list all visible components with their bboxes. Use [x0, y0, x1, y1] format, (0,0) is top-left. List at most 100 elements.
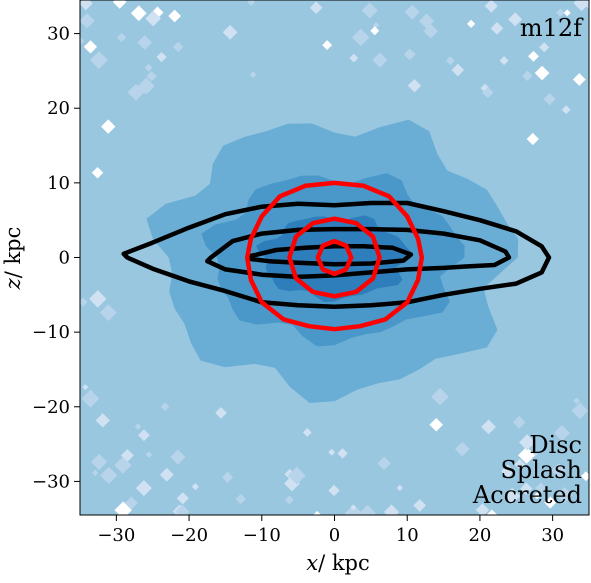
density-speckle: [90, 453, 108, 470]
density-speckle: [520, 482, 533, 495]
density-speckle: [514, 459, 526, 470]
x-tick-label: −10: [243, 525, 281, 546]
density-speckle: [302, 428, 312, 437]
contour-disc-inner: [248, 244, 414, 267]
density-speckle: [573, 397, 580, 405]
density-speckle: [145, 10, 161, 27]
density-speckle: [337, 448, 348, 459]
density-speckle: [361, 2, 378, 19]
density-speckle: [556, 486, 573, 504]
density-speckle: [349, 53, 359, 63]
contour-splash-middle: [287, 216, 382, 299]
y-tick-label: −30: [32, 471, 70, 492]
density-speckle: [222, 24, 238, 40]
density-speckle: [551, 463, 567, 478]
density-speckle: [431, 387, 449, 406]
density-speckle: [287, 466, 306, 485]
density-speckle: [499, 56, 509, 66]
density-speckle: [508, 12, 523, 27]
y-tick-label: 0: [59, 248, 70, 269]
density-speckle: [580, 471, 589, 482]
density-speckle: [235, 493, 246, 505]
contour-splash-outer: [244, 180, 425, 332]
contour-disc-middle: [205, 226, 512, 280]
density-speckle: [137, 35, 153, 50]
contour-disc-outer: [121, 200, 552, 310]
density-speckle: [322, 40, 333, 51]
density-speckle: [112, 0, 127, 9]
x-tick-label: −20: [170, 525, 208, 546]
density-speckle: [249, 71, 257, 78]
density-speckle: [170, 449, 186, 465]
panel-label: m12f: [520, 14, 584, 42]
density-speckle: [82, 384, 89, 391]
density-speckle: [352, 28, 370, 47]
density-speckle: [407, 79, 422, 93]
x-axis-label: x/ kpc: [306, 551, 370, 575]
density-speckle: [134, 423, 142, 430]
density-speckle: [518, 446, 536, 464]
legend: Disc Splash Accreted: [472, 431, 582, 509]
density-speckle: [358, 504, 376, 515]
y-tick-label: 10: [47, 173, 70, 194]
density-speckle: [403, 48, 416, 61]
x-tick-label: 20: [468, 525, 491, 546]
y-tick-label: 30: [47, 24, 70, 45]
density-speckle: [404, 4, 420, 20]
density-speckle: [91, 469, 99, 477]
density-speckle: [419, 13, 435, 29]
density-speckle: [284, 495, 294, 505]
density-speckle: [535, 482, 547, 494]
density-speckle: [572, 73, 586, 86]
density-speckle: [247, 0, 256, 6]
density-speckle: [544, 496, 557, 509]
density-speckle: [173, 41, 184, 53]
density-speckle: [516, 418, 525, 427]
density-speckle: [328, 448, 336, 456]
density-speckle: [95, 413, 110, 428]
density-speckle: [89, 290, 107, 308]
density-speckle: [176, 492, 189, 505]
density-speckle: [475, 503, 490, 515]
density-speckle: [372, 52, 388, 68]
density-speckle: [553, 425, 571, 442]
density-speckle: [583, 0, 589, 9]
density-speckle: [482, 86, 494, 99]
density-speckle: [215, 407, 227, 419]
y-axis-label: z/ kpc: [1, 227, 25, 291]
density-speckle: [571, 402, 589, 420]
density-speckle: [80, 36, 85, 46]
density-speckle: [130, 5, 147, 22]
density-speckle: [501, 464, 515, 478]
x-tick-label: −30: [97, 525, 135, 546]
density-speckle: [91, 167, 104, 179]
density-speckle: [156, 51, 167, 63]
density-speckle: [100, 466, 118, 485]
y-tick-label: −10: [32, 322, 70, 343]
density-speckle: [309, 1, 323, 15]
density-speckle: [490, 22, 504, 35]
density-speckle: [116, 32, 127, 43]
density-speckle: [383, 504, 400, 515]
density-speckle: [526, 132, 539, 146]
density-speckle: [556, 8, 565, 17]
legend-entry-accreted: Accreted: [472, 481, 582, 509]
density-speckle: [124, 496, 138, 510]
contours: [121, 180, 552, 332]
density-speckle: [146, 71, 157, 82]
density-speckle: [484, 0, 498, 13]
density-speckle: [451, 63, 465, 77]
density-speckle: [80, 297, 88, 307]
legend-entry-disc: Disc: [529, 431, 582, 459]
legend-entry-splash: Splash: [500, 456, 582, 484]
density-speckle: [372, 22, 380, 29]
density-speckle: [563, 9, 571, 17]
density-speckle: [522, 70, 533, 81]
density-speckle: [101, 119, 116, 134]
density-speckle: [127, 83, 145, 101]
density-speckle: [413, 499, 427, 512]
density-speckle: [99, 304, 117, 322]
density-speckle: [138, 429, 150, 442]
density-speckle: [445, 56, 455, 66]
